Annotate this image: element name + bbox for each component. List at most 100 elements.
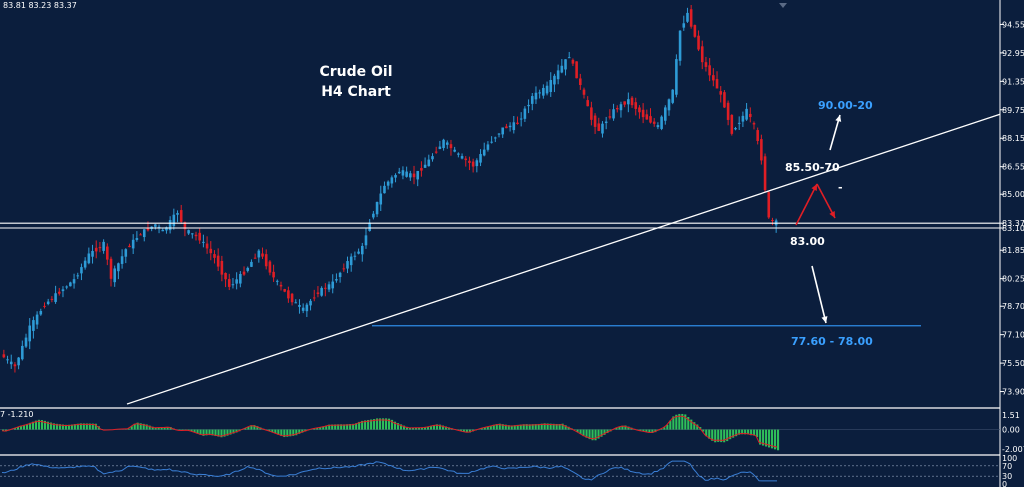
indicator-bar — [465, 429, 468, 433]
indicator-bar — [352, 423, 355, 430]
indicator-tick-label: -2.007 — [1002, 445, 1024, 454]
indicator-bar — [693, 422, 696, 430]
indicator-bar — [597, 429, 600, 439]
candle-body — [612, 109, 615, 119]
candle-body — [427, 159, 431, 167]
candle-body — [124, 249, 128, 257]
trendline — [126, 113, 1001, 405]
indicator-bar — [624, 425, 627, 430]
candle-body — [113, 268, 116, 283]
indicator-bar — [226, 429, 229, 436]
indicator-bar — [411, 427, 415, 430]
indicator-bar — [232, 429, 235, 434]
candle-body — [353, 255, 357, 257]
indicator-bar — [295, 429, 298, 436]
candle-body — [231, 284, 235, 286]
candle-body — [748, 113, 752, 118]
candle-body — [183, 222, 187, 230]
indicator-tick-label: 1.51 — [1002, 411, 1020, 420]
indicator-bar — [483, 427, 486, 430]
indicator-bar — [223, 429, 226, 437]
indicator-bar — [136, 422, 139, 430]
arrow-down-target — [811, 265, 827, 324]
indicator-bar — [468, 429, 471, 433]
indicator-bar — [711, 429, 714, 441]
indicator-bar — [603, 429, 606, 435]
candle-body — [486, 144, 490, 150]
indicator-bar — [28, 422, 32, 430]
candle-body — [704, 62, 708, 67]
indicator-bar — [76, 423, 79, 430]
candle-body — [497, 133, 501, 135]
indicator-bar — [393, 421, 397, 430]
indicator-bar — [504, 424, 507, 430]
indicator-bar — [747, 429, 750, 435]
annotation-resistance: 85.50-70 — [785, 161, 840, 174]
candle-body — [593, 115, 597, 127]
candle-body — [405, 171, 408, 177]
candle-body — [708, 65, 711, 76]
indicator-bar — [319, 427, 322, 430]
indicator-bar — [402, 425, 406, 430]
candle-body — [712, 75, 715, 81]
candle-body — [608, 116, 612, 118]
candle-body — [564, 59, 567, 70]
candle-body — [331, 281, 335, 289]
candle-body — [523, 108, 527, 119]
indicator-bar — [85, 423, 88, 430]
candle-body — [357, 251, 360, 254]
indicator-bar — [681, 413, 684, 430]
candle-body — [375, 201, 379, 215]
indicator-bar — [774, 429, 777, 450]
candle-body — [482, 149, 486, 156]
candle-body — [94, 247, 98, 252]
indicator-bar — [142, 423, 145, 430]
arrow-down-target-head — [821, 316, 828, 323]
indicator-bar — [277, 429, 280, 435]
oscillator-tick-label: 30 — [1002, 472, 1012, 481]
candle-body — [534, 92, 538, 100]
candle-body — [379, 193, 383, 205]
indicator-bar — [738, 429, 741, 435]
candle-body — [109, 258, 113, 279]
annotation-lower-target: 77.60 - 78.00 — [791, 335, 873, 348]
indicator-group: 1.51 0.00 -2.007 — [0, 411, 1024, 454]
candle-body — [675, 59, 678, 95]
candle-body — [235, 279, 238, 284]
candle-body — [453, 149, 456, 152]
indicator-bar — [355, 423, 358, 430]
indicator-signal-line — [1, 415, 778, 448]
indicator-bar — [382, 418, 385, 430]
candle-body — [656, 125, 660, 128]
candle-body — [57, 291, 61, 294]
scroll-marker-icon[interactable] — [779, 3, 787, 8]
candle-body — [316, 292, 320, 294]
price-tick-label: 85.00 — [1002, 190, 1024, 199]
indicator-bar — [765, 429, 768, 447]
indicator-bar — [340, 424, 343, 430]
candle-body — [604, 121, 608, 124]
candle-body — [416, 170, 420, 180]
candle-body — [6, 359, 9, 361]
indicator-bar — [555, 423, 558, 430]
candle-body — [737, 122, 741, 124]
indicator-bar — [771, 429, 774, 449]
indicator-bar — [49, 422, 52, 430]
indicator-bar — [438, 424, 441, 430]
candle-body — [32, 320, 35, 331]
price-tick-label: 86.55 — [1002, 163, 1024, 172]
indicator-bar — [127, 428, 130, 430]
indicator-bar — [744, 429, 747, 435]
candle-body — [253, 257, 257, 259]
candle-body — [615, 108, 619, 110]
candle-body — [579, 78, 582, 86]
indicator-bar — [151, 426, 154, 430]
indicator-bar — [768, 429, 771, 448]
indicator-bar — [396, 423, 400, 430]
candle-body — [438, 146, 442, 150]
indicator-bar — [606, 429, 609, 434]
candle-body — [471, 161, 475, 167]
